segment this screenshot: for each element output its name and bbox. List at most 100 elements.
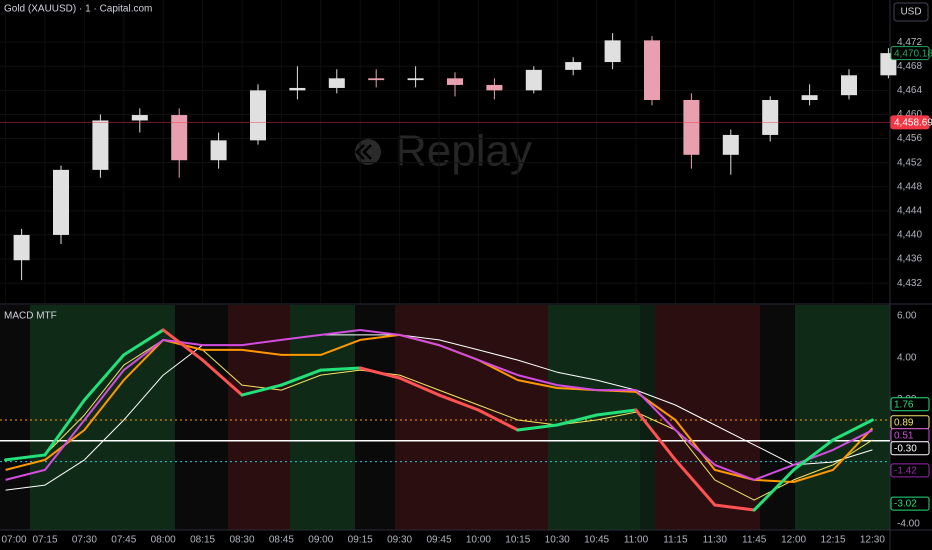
x-tick-label: 11:00	[624, 535, 649, 546]
y-tick-label: 4,432	[897, 278, 922, 289]
series-segment	[82, 353, 126, 402]
x-tick-label: 09:45	[426, 535, 451, 546]
x-tick-label: 08:45	[269, 535, 294, 546]
y-tick-label: 4,460	[897, 109, 922, 120]
price-marker	[890, 46, 930, 61]
series-line	[5, 334, 873, 491]
y-tick-label: 4,456	[897, 133, 922, 144]
candle-body	[171, 115, 188, 161]
y-tick-label: 4,440	[897, 230, 922, 241]
candle-body	[801, 95, 818, 100]
currency-button[interactable]: USD	[893, 2, 929, 22]
candle-body	[250, 90, 266, 141]
candle-body	[565, 62, 582, 70]
chart-title: Gold (XAUUSD) · 1 · Capital.com	[4, 4, 152, 15]
candle-body	[210, 140, 227, 161]
x-tick-label: 08:00	[151, 535, 176, 546]
x-tick-label: 12:30	[860, 535, 885, 546]
candle-body	[762, 99, 779, 135]
price-marker-label: 4,470.18	[894, 48, 932, 59]
series-segment	[161, 328, 205, 362]
series-segment	[555, 413, 599, 427]
series-segment	[122, 328, 165, 357]
series-segment	[319, 366, 362, 372]
candle-body	[131, 115, 148, 121]
y-tick-label: 4,468	[897, 61, 922, 72]
series-segment	[279, 368, 323, 387]
price-marker-label: 0.89	[894, 417, 914, 428]
candle-body	[289, 87, 306, 91]
x-tick-label: 10:30	[545, 535, 570, 546]
watermark: Replay	[355, 127, 532, 176]
series-segment	[240, 383, 283, 397]
candle-body	[525, 69, 542, 91]
candle-body	[644, 40, 660, 100]
price-marker	[890, 115, 930, 130]
x-tick-label: 09:15	[348, 535, 373, 546]
price-marker	[890, 496, 930, 511]
series-segment	[595, 408, 638, 417]
candle-body	[447, 78, 463, 85]
candle-body	[407, 78, 424, 81]
x-tick-label: 09:30	[387, 535, 412, 546]
x-tick-label: 10:45	[584, 535, 609, 546]
series-segment	[516, 423, 559, 432]
x-tick-label: 12:15	[820, 535, 845, 546]
candle-body	[328, 78, 345, 88]
y-tick-label: 4,448	[897, 181, 922, 192]
series-segment	[634, 408, 677, 462]
y-tick-label: 4.00	[897, 352, 917, 363]
indicator-title: MACD MTF	[4, 311, 57, 322]
x-tick-label: 07:15	[32, 535, 57, 546]
series-line	[5, 329, 873, 481]
price-marker-label: -0.30	[894, 443, 917, 454]
x-tick-label: 11:45	[742, 535, 767, 546]
candle-body	[604, 40, 621, 63]
candle-body	[722, 134, 739, 155]
price-marker-label: -3.02	[894, 499, 917, 510]
watermark-text: Replay	[395, 127, 532, 176]
x-tick-label: 10:15	[505, 535, 530, 546]
candle-body	[683, 99, 700, 155]
candle-body	[368, 78, 385, 81]
series-segment	[673, 458, 717, 507]
price-marker-label: 4,458.69	[894, 117, 932, 128]
price-marker-label: 1.76	[894, 399, 914, 410]
series-segment	[437, 393, 480, 412]
price-marker-label: 0.51	[894, 430, 914, 441]
currency-label[interactable]: USD	[900, 7, 921, 18]
y-tick-label: 4,472	[897, 37, 922, 48]
x-tick-label: 09:00	[308, 535, 333, 546]
candle-body	[53, 169, 69, 235]
indicator-background	[0, 305, 890, 530]
y-tick-label: 4,444	[897, 205, 922, 216]
candle-body	[92, 120, 109, 170]
y-tick-label: 4,464	[897, 85, 922, 96]
series-segment	[713, 503, 756, 512]
price-marker	[890, 463, 930, 478]
candle-body	[13, 234, 30, 261]
x-tick-label: 08:15	[190, 535, 215, 546]
series-segment	[201, 358, 244, 397]
series-segment	[831, 418, 874, 442]
x-tick-label: 07:00	[1, 535, 26, 546]
x-tick-label: 11:15	[663, 535, 688, 546]
y-tick-label: 4,436	[897, 254, 922, 265]
series-segment	[43, 398, 86, 457]
series-segment	[4, 453, 47, 462]
x-tick-label: 11:30	[703, 535, 728, 546]
series-segment	[358, 366, 402, 380]
price-marker-label: -1.42	[894, 465, 917, 476]
y-tick-label: 4,452	[897, 157, 922, 168]
x-tick-label: 08:30	[229, 535, 254, 546]
series-line	[5, 339, 873, 501]
price-marker	[890, 397, 930, 412]
y-tick-label: 6.00	[897, 311, 917, 322]
series-segment	[752, 468, 796, 512]
candle-body	[841, 75, 857, 96]
series-segment	[398, 376, 441, 397]
price-marker	[890, 441, 930, 456]
x-tick-label: 07:45	[111, 535, 136, 546]
series-segment	[476, 408, 520, 432]
